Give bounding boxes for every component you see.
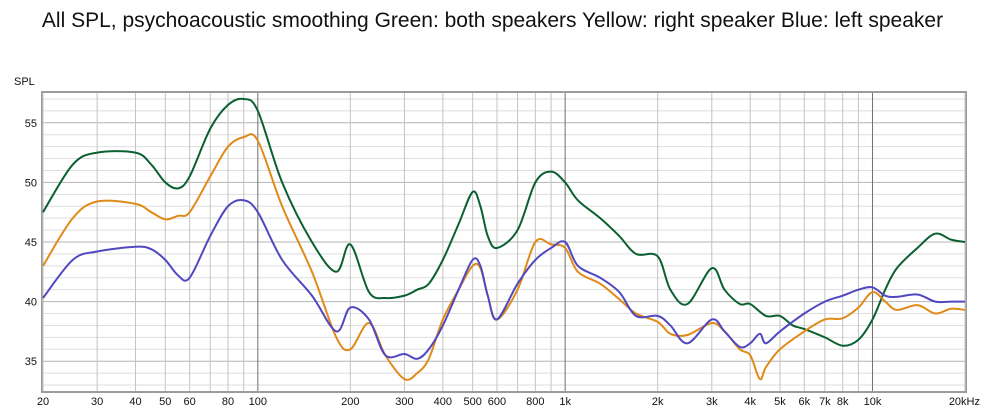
y-tick-label: 45 xyxy=(25,237,37,249)
series-line-3 xyxy=(42,198,965,360)
x-tick-label: 3k xyxy=(706,396,718,408)
series-layer xyxy=(42,97,966,381)
x-tick-label: 60 xyxy=(184,396,196,408)
x-tick-label: 600 xyxy=(488,396,506,408)
y-axis-label: SPL xyxy=(14,76,35,88)
x-tick-label: 80 xyxy=(222,396,234,408)
x-tick-label: 800 xyxy=(526,396,544,408)
chart-title: All SPL, psychoacoustic smoothing Green:… xyxy=(41,9,944,32)
x-tick-label: 1k xyxy=(559,396,571,408)
y-tick-label: 40 xyxy=(25,297,37,309)
x-tick-label: 300 xyxy=(395,396,413,408)
x-tick-label: 6k xyxy=(798,396,810,408)
x-tick-label: 20 xyxy=(37,396,49,408)
x-tick-label: 2k xyxy=(652,396,664,408)
x-tick-label: 40 xyxy=(129,396,141,408)
x-tick-label: 7k xyxy=(819,396,831,408)
y-axis-ticks: 35 40 45 50 55 xyxy=(25,118,37,368)
x-tick-label: 4k xyxy=(744,396,756,408)
x-tick-label: 20kHz xyxy=(949,396,980,408)
series-line-1 xyxy=(42,97,966,347)
y-tick-label: 55 xyxy=(25,118,37,130)
x-tick-label: 30 xyxy=(91,396,103,408)
x-tick-label: 400 xyxy=(434,396,452,408)
x-tick-label: 50 xyxy=(159,396,171,408)
x-tick-label: 10k xyxy=(864,396,882,408)
y-tick-label: 35 xyxy=(25,356,37,368)
x-axis-ticks: 20 30 40 50 60 80 100 200 300 400 500 600 800 1k 2k 3k 4… xyxy=(37,396,980,408)
x-tick-label: 200 xyxy=(341,396,359,408)
x-tick-label: 100 xyxy=(249,396,267,408)
x-tick-label: 5k xyxy=(774,396,786,408)
y-tick-label: 50 xyxy=(25,177,37,189)
x-tick-label: 8k xyxy=(837,396,849,408)
x-tick-label: 500 xyxy=(463,396,481,408)
